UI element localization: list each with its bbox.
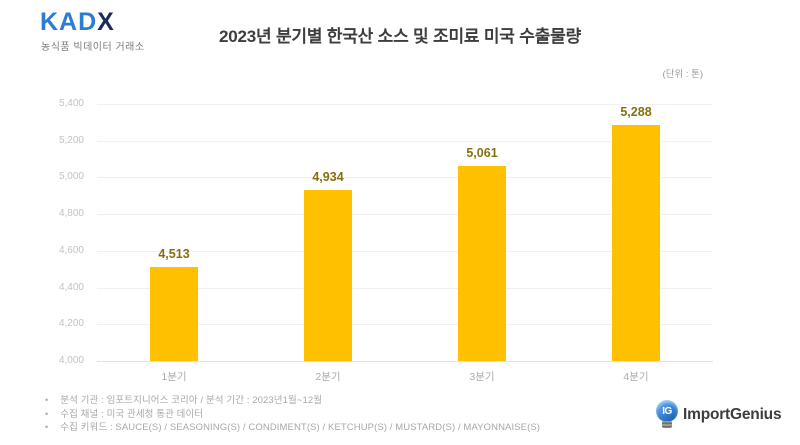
bar-value-label: 5,061 (466, 146, 498, 160)
gridline (97, 177, 713, 178)
footnotes: • 분석 기관 : 임포트지니어스 코리아 / 분석 기간 : 2023년1월~1… (45, 394, 645, 435)
x-axis-tick-label: 3분기 (469, 371, 495, 383)
lightbulb-globe: IG (656, 400, 678, 422)
y-axis-tick-label: 4,200 (58, 318, 84, 329)
chart-title: 2023년 분기별 한국산 소스 및 조미료 미국 수출물량 (218, 27, 582, 46)
x-axis-tick-label: 4분기 (623, 371, 649, 383)
bar-value-label: 4,513 (158, 247, 190, 261)
kadx-tagline: 농식품 빅데이터 거래소 (41, 42, 145, 53)
bar-quarter-2 (304, 190, 352, 361)
footnote-line: • 분석 기관 : 임포트지니어스 코리아 / 분석 기간 : 2023년1월~1… (45, 394, 645, 408)
plot-area: 5,400 5,200 5,000 4,800 4,600 4,400 4,200 4,000… (59, 99, 713, 383)
bar-quarter-4 (612, 125, 660, 361)
kadx-logo-navy: X (97, 8, 115, 36)
bullet-icon: • (45, 408, 49, 419)
footnote-text: 분석 기관 : 임포트지니어스 코리아 / 분석 기간 : 2023년1월~12… (60, 395, 323, 406)
footnote-line: • 수집 채널 : 미국 관세청 통관 데이터 (45, 408, 645, 422)
bullet-icon: • (45, 395, 49, 405)
footnote-line: • 수집 키워드 : SAUCE(S) / SEASONING(S) / COND… (45, 421, 645, 435)
unit-label: (단위 : 톤) (662, 69, 703, 80)
gridline (97, 288, 713, 289)
y-axis-tick-label: 4,000 (58, 355, 84, 366)
gridline (97, 104, 713, 105)
importgenius-word-import: Import (683, 406, 731, 423)
gridline (97, 361, 713, 362)
bar-value-label: 4,934 (312, 170, 344, 184)
bullet-icon: • (45, 422, 49, 432)
gridline (97, 324, 713, 325)
lightbulb-icon: IG (656, 400, 678, 430)
lightbulb-base (662, 421, 672, 428)
importgenius-logo: IG ImportGenius (656, 399, 782, 431)
y-axis-tick-label: 4,400 (58, 282, 84, 293)
bar-quarter-1 (150, 267, 198, 361)
x-axis-tick-label: 2분기 (315, 371, 341, 383)
footnote-text: 수집 채널 : 미국 관세청 통관 데이터 (60, 408, 204, 420)
y-axis-tick-label: 5,200 (58, 135, 84, 146)
kadx-logo: KADX (40, 8, 115, 36)
x-axis-tick-label: 1분기 (161, 371, 187, 383)
y-axis-tick-label: 5,400 (58, 98, 84, 109)
bar-value-label: 5,288 (620, 105, 652, 119)
y-axis-tick-label: 4,600 (58, 245, 84, 256)
gridline (97, 141, 713, 142)
y-axis-tick-label: 4,800 (58, 208, 84, 219)
bar-quarter-3 (458, 166, 506, 361)
y-axis-tick-label: 5,000 (58, 171, 84, 182)
kadx-logo-blue: KAD (40, 8, 98, 36)
footnote-text: 수집 키워드 : SAUCE(S) / SEASONING(S) / CONDI… (60, 422, 541, 433)
gridline (97, 214, 713, 215)
importgenius-word-genius: Genius (730, 406, 782, 423)
gridline (97, 251, 713, 252)
importgenius-wordmark: ImportGenius (683, 406, 782, 424)
